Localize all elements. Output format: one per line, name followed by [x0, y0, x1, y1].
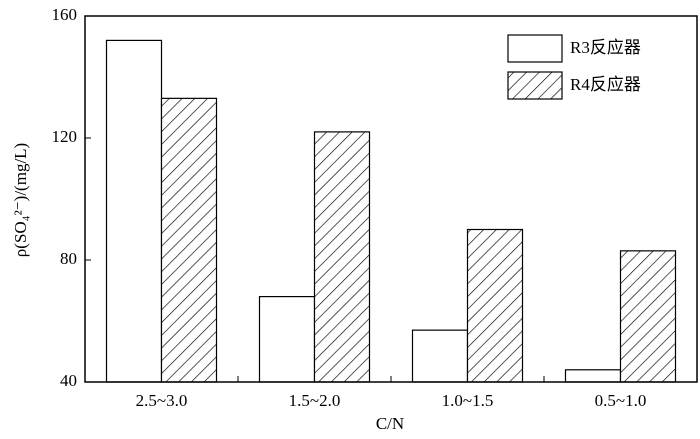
bar [160, 97, 218, 383]
bar [411, 329, 469, 383]
legend-label: R3反应器 [570, 38, 641, 57]
bar [466, 228, 524, 383]
legend-label: R4反应器 [570, 75, 641, 94]
bar [564, 369, 622, 383]
bar [313, 131, 371, 383]
y-tick-label: 120 [52, 127, 78, 146]
x-tick-label: 1.0~1.5 [442, 391, 494, 410]
y-tick-label: 160 [52, 5, 78, 24]
x-tick-label: 1.5~2.0 [289, 391, 341, 410]
x-tick-label: 2.5~3.0 [136, 391, 188, 410]
y-axis-label: ρ(SO₄²⁻)/(mg/L) [11, 143, 30, 257]
legend-swatch [507, 71, 563, 100]
bar [619, 250, 677, 383]
x-axis-label: C/N [376, 414, 404, 433]
x-tick-label: 0.5~1.0 [595, 391, 647, 410]
bar [105, 39, 163, 383]
plot-frame [84, 15, 698, 383]
bar [258, 296, 316, 383]
y-tick-label: 40 [60, 371, 77, 390]
y-tick-label: 80 [60, 249, 77, 268]
legend-swatch [507, 34, 563, 63]
